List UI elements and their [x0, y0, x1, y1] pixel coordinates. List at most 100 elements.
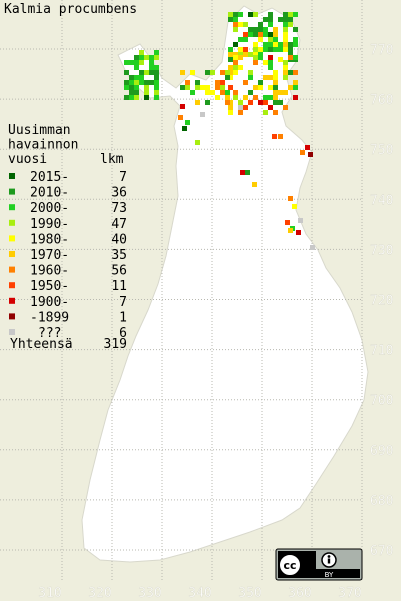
- observation-square: [139, 70, 144, 75]
- observation-square: [238, 110, 243, 115]
- observation-square: [215, 80, 220, 85]
- legend-swatch: [9, 235, 15, 242]
- observation-square: [258, 37, 263, 42]
- legend-count: 7: [119, 295, 127, 310]
- title: Kalmia procumbens: [4, 2, 137, 17]
- observation-square: [248, 27, 253, 32]
- legend-label: 2015-: [30, 170, 69, 185]
- observation-square: [283, 42, 288, 47]
- observation-square: [195, 80, 200, 85]
- legend-count: 1: [119, 310, 127, 325]
- observation-square: [273, 85, 278, 90]
- total-count: 319: [104, 337, 127, 352]
- observation-square: [124, 85, 129, 90]
- legend-label: ???: [38, 326, 61, 341]
- observation-square: [210, 70, 215, 75]
- observation-square: [154, 85, 159, 90]
- observation-square: [278, 17, 283, 22]
- observation-square: [154, 70, 159, 75]
- observation-square: [258, 100, 263, 105]
- observation-square: [293, 80, 298, 85]
- observation-square: [293, 95, 298, 100]
- observation-square: [283, 32, 288, 37]
- observation-square: [144, 95, 149, 100]
- northing-label: 720: [370, 294, 393, 309]
- observation-square: [228, 57, 233, 62]
- northing-label: 760: [370, 93, 393, 108]
- observation-square: [278, 57, 283, 62]
- observation-square: [134, 55, 139, 60]
- observation-square: [288, 47, 293, 52]
- observation-square: [310, 245, 315, 250]
- observation-square: [129, 90, 134, 95]
- observation-square: [283, 60, 288, 65]
- observation-square: [283, 17, 288, 22]
- observation-square: [243, 95, 248, 100]
- observation-square: [283, 12, 288, 17]
- observation-square: [268, 65, 273, 70]
- observation-square: [233, 95, 238, 100]
- observation-square: [233, 17, 238, 22]
- observation-square: [293, 27, 298, 32]
- observation-square: [228, 110, 233, 115]
- observation-square: [268, 60, 273, 65]
- observation-square: [278, 42, 283, 47]
- legend-label: 1960-: [30, 264, 69, 279]
- license-badge: cc BY: [275, 548, 363, 581]
- observation-square: [215, 95, 220, 100]
- observation-square: [233, 27, 238, 32]
- observation-square: [233, 55, 238, 60]
- observation-square: [268, 37, 273, 42]
- observation-square: [225, 75, 230, 80]
- observation-square: [205, 70, 210, 75]
- observation-square: [228, 70, 233, 75]
- observation-square: [288, 12, 293, 17]
- observation-square: [298, 218, 303, 223]
- observation-square: [238, 22, 243, 27]
- observation-square: [228, 17, 233, 22]
- observation-square: [293, 85, 298, 90]
- observation-square: [288, 196, 293, 201]
- observation-square: [268, 95, 273, 100]
- observation-square: [185, 80, 190, 85]
- observation-square: [258, 55, 263, 60]
- legend-heading: havainnon: [8, 138, 78, 153]
- observation-square: [278, 90, 283, 95]
- northing-label: 680: [370, 494, 393, 509]
- observation-square: [288, 52, 293, 57]
- observation-square: [268, 105, 273, 110]
- observation-square: [228, 65, 233, 70]
- observation-square: [228, 85, 233, 90]
- legend-count: 47: [111, 217, 127, 232]
- observation-square: [285, 220, 290, 225]
- observation-square: [243, 47, 248, 52]
- observation-square: [263, 42, 268, 47]
- observation-square: [243, 22, 248, 27]
- observation-square: [225, 70, 230, 75]
- observation-square: [283, 22, 288, 27]
- observation-square: [233, 60, 238, 65]
- observation-square: [268, 55, 273, 60]
- easting-label: 370: [338, 586, 361, 601]
- observation-square: [288, 228, 293, 233]
- legend-label: 1970-: [30, 248, 69, 263]
- observation-square: [134, 85, 139, 90]
- observation-square: [154, 95, 159, 100]
- observation-square: [288, 42, 293, 47]
- observation-square: [258, 85, 263, 90]
- observation-square: [248, 12, 253, 17]
- observation-square: [134, 90, 139, 95]
- observation-square: [248, 90, 253, 95]
- observation-square: [129, 95, 134, 100]
- observation-square: [220, 85, 225, 90]
- observation-square: [293, 12, 298, 17]
- observation-square: [283, 90, 288, 95]
- observation-square: [210, 90, 215, 95]
- observation-square: [228, 100, 233, 105]
- observation-square: [178, 115, 183, 120]
- observation-square: [190, 90, 195, 95]
- svg-text:cc: cc: [283, 559, 296, 572]
- observation-square: [258, 52, 263, 57]
- observation-square: [238, 105, 243, 110]
